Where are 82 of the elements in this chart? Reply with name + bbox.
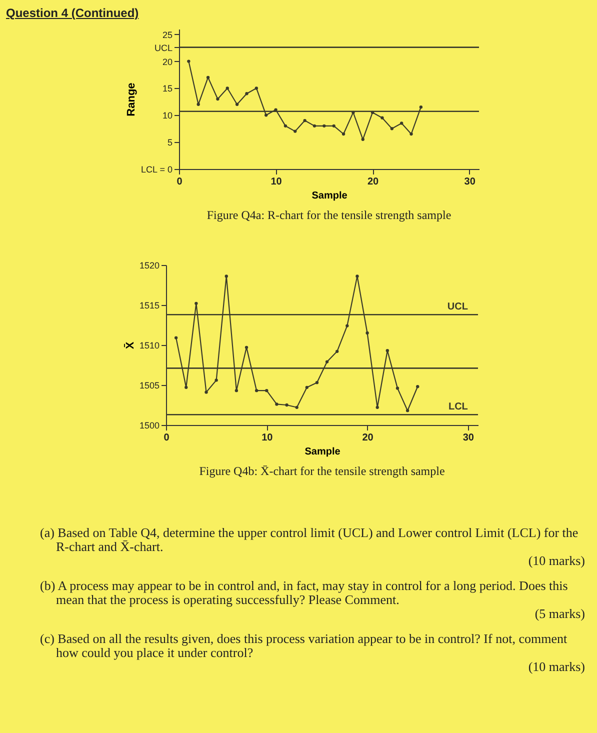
x-tick-label: 30 — [464, 176, 476, 188]
point — [366, 331, 369, 335]
point — [235, 102, 239, 106]
point — [322, 124, 326, 128]
point — [284, 124, 288, 128]
point — [361, 138, 364, 141]
point — [294, 130, 297, 133]
point — [356, 274, 359, 278]
point — [346, 324, 349, 328]
point — [400, 122, 404, 125]
point — [204, 390, 208, 394]
y-tick-label: 25 — [162, 30, 172, 40]
point — [390, 127, 394, 130]
y-axis-title: Range — [126, 82, 138, 116]
point — [245, 92, 248, 96]
text: Figure Q4a: R-chart for the tensile strength sample — [206, 208, 452, 222]
point — [216, 97, 220, 101]
point — [174, 336, 178, 340]
point — [386, 349, 389, 352]
point — [226, 86, 229, 90]
x-axis-title: Sample — [312, 190, 348, 202]
point — [332, 124, 336, 128]
x-tick-label: 10 — [270, 176, 282, 188]
y-tick-label: LCL = 0 — [141, 164, 172, 174]
text: (10 marks) — [527, 553, 585, 568]
point — [325, 360, 329, 364]
point — [342, 132, 346, 136]
point — [303, 118, 306, 122]
point — [295, 406, 298, 409]
y-tick-label: UCL — [154, 42, 172, 53]
y-tick-label: 1500 — [139, 420, 160, 430]
text: Figure Q4b: X̄-chart for the tensile strength sample — [199, 464, 445, 478]
text: (b) A process may appear to be in control and, in fact, may stay in control for a long period. Does this mean that the process is operating successfully? Please Comment. — [40, 578, 569, 607]
y-axis-title: X̄ — [124, 341, 136, 350]
point — [315, 381, 319, 384]
text: (5 marks) — [534, 606, 585, 621]
point — [206, 76, 210, 80]
point — [184, 386, 188, 389]
point — [336, 350, 339, 353]
x-tick-label: 30 — [462, 432, 474, 444]
x-tick-label: 0 — [164, 432, 170, 444]
point — [312, 124, 316, 128]
point — [406, 409, 410, 412]
x-axis-title: Sample — [304, 446, 341, 458]
point — [285, 403, 288, 407]
point — [255, 389, 258, 392]
point — [275, 402, 278, 406]
y-tick-label: 1515 — [139, 300, 160, 310]
y-tick-label: 10 — [162, 110, 172, 121]
point — [265, 389, 268, 392]
point — [396, 386, 400, 390]
point — [196, 102, 200, 106]
point — [380, 116, 384, 120]
x-tick-label: 10 — [262, 432, 274, 444]
point — [214, 378, 218, 382]
point — [194, 302, 198, 305]
y-tick-label: 1520 — [139, 260, 160, 270]
point — [224, 274, 228, 278]
point — [187, 60, 190, 63]
x-tick-label: 20 — [367, 176, 380, 188]
point — [410, 132, 413, 136]
x-tick-label: 0 — [176, 176, 183, 188]
text: (10 marks) — [527, 659, 585, 674]
point — [264, 114, 268, 117]
text: (a) Based on Table Q4, determine the upper control limit (UCL) and Lower control Limit (LCL) for the R-chart and X̄-chart. — [40, 525, 580, 554]
y-tick-label: 15 — [162, 84, 172, 94]
point — [305, 386, 308, 389]
point — [376, 406, 379, 409]
x-tick-label: 20 — [362, 432, 374, 444]
y-tick-label: 5 — [167, 138, 172, 148]
y-tick-label: 20 — [162, 56, 172, 67]
point — [254, 86, 258, 90]
point — [244, 346, 248, 349]
ref-line-label: UCL — [447, 302, 468, 313]
text: (c) Based on all the results given, does this process variation appear to be in control? If not, comment how could you place it under control? — [40, 631, 568, 660]
ref-line-label: LCL — [448, 402, 468, 413]
point — [416, 385, 420, 388]
point — [234, 389, 238, 392]
point — [419, 106, 423, 109]
y-tick-label: 1505 — [139, 380, 160, 390]
y-tick-label: 1510 — [139, 340, 160, 350]
text: Question 4 (Continued) — [5, 5, 140, 20]
